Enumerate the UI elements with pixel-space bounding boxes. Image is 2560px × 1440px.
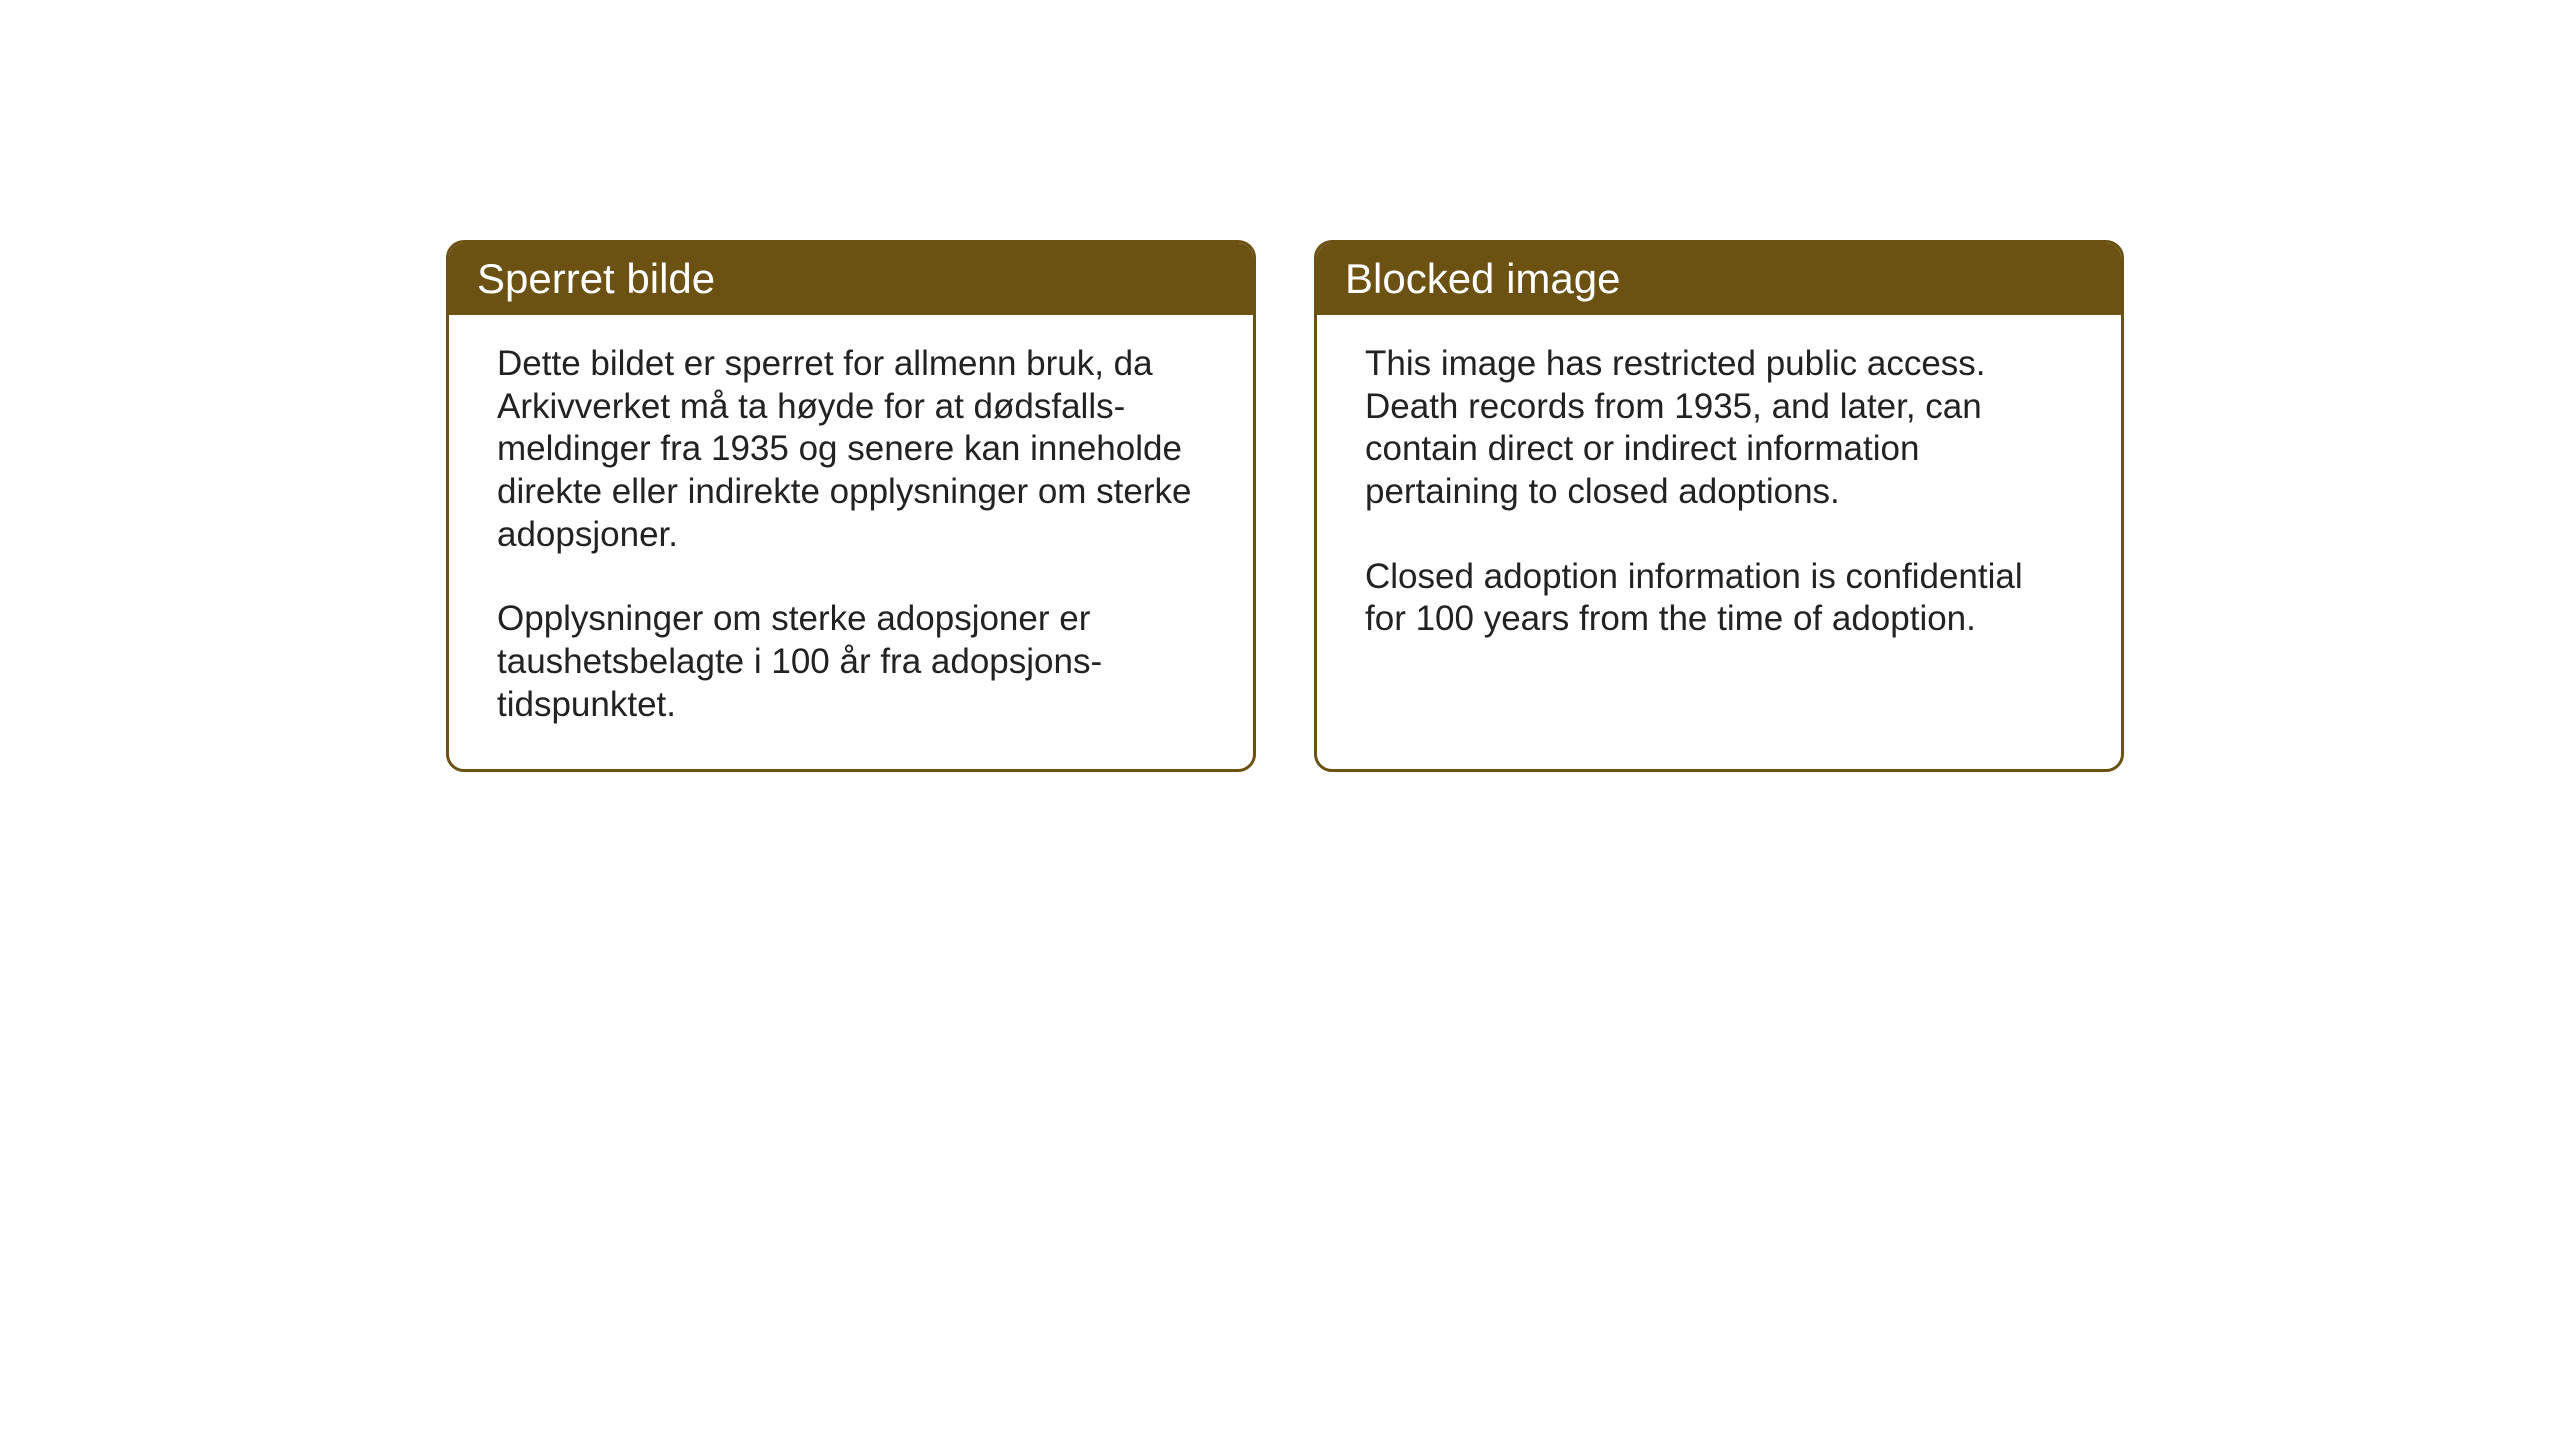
card-paragraph-2: Opplysninger om sterke adopsjoner er tau… [497, 598, 1205, 726]
notice-container: Sperret bilde Dette bildet er sperret fo… [446, 240, 2124, 772]
card-header-norwegian: Sperret bilde [449, 243, 1253, 315]
card-title: Sperret bilde [477, 255, 715, 302]
card-body-english: This image has restricted public access.… [1317, 315, 2121, 683]
card-paragraph-1: This image has restricted public access.… [1365, 343, 2073, 514]
notice-card-norwegian: Sperret bilde Dette bildet er sperret fo… [446, 240, 1256, 772]
card-title: Blocked image [1345, 255, 1620, 302]
card-paragraph-1: Dette bildet er sperret for allmenn bruk… [497, 343, 1205, 556]
card-header-english: Blocked image [1317, 243, 2121, 315]
card-paragraph-2: Closed adoption information is confident… [1365, 556, 2073, 641]
notice-card-english: Blocked image This image has restricted … [1314, 240, 2124, 772]
card-body-norwegian: Dette bildet er sperret for allmenn bruk… [449, 315, 1253, 769]
